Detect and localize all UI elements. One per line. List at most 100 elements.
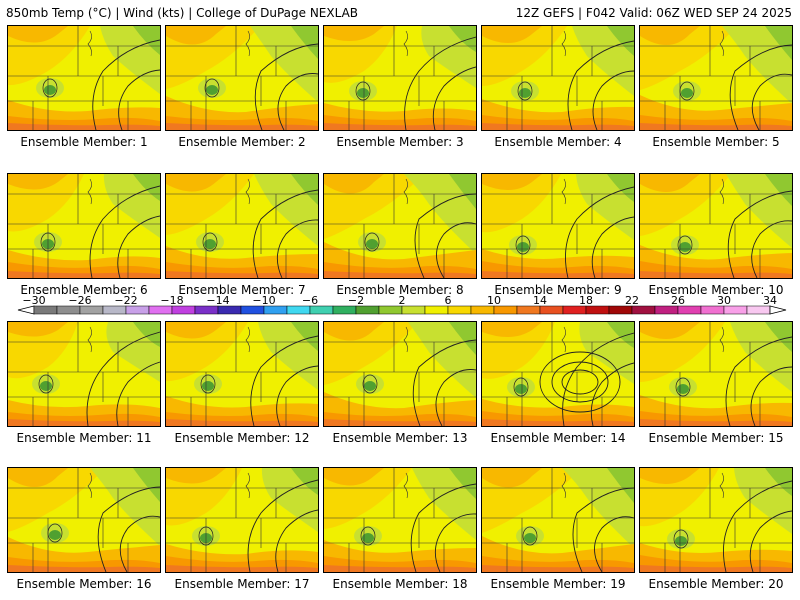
temperature-field [640,174,700,193]
member-label: Ensemble Member: 3 [336,135,464,149]
member-label: Ensemble Member: 15 [648,431,784,445]
temperature-field [324,419,476,426]
temperature-field [607,174,634,202]
temperature-field [250,26,318,102]
state-borders [640,174,792,278]
height-contours [673,480,792,572]
temperature-field [449,174,476,209]
temperature-field [100,26,160,94]
temperature-field [640,322,700,340]
colorbar-tick-label: 26 [671,296,685,307]
member-label: Ensemble Member: 2 [178,135,306,149]
temperature-field [8,322,68,337]
member-label: Ensemble Member: 8 [336,283,464,297]
ensemble-map-14 [481,321,635,427]
colorbar-swatch [608,305,633,315]
colorbar-tick-label: −6 [302,296,318,307]
river-line [403,178,408,205]
colorbar-swatch [585,305,610,315]
temperature-field [166,322,226,339]
colorbar-tick-label: −22 [114,296,137,307]
temperature-field [675,536,687,546]
temperature-field [482,271,634,278]
temperature-field [449,26,476,52]
ensemble-map-1 [7,25,161,131]
temperature-field [730,322,792,392]
temperature-field [362,533,374,543]
river-line [245,326,250,353]
temperature-field [324,468,384,486]
river-line [719,178,724,205]
temperature-field [90,468,160,546]
state-borders [8,468,160,572]
temperature-field [640,123,792,130]
state-borders [640,26,792,130]
colorbar-arrow-left [17,305,35,315]
colorbar-swatch [700,305,725,315]
temperature-field [640,468,700,485]
state-borders [324,26,476,130]
colorbar-swatch [79,305,104,315]
temperature-field [726,174,792,248]
temperature-field [40,381,52,391]
colorbar-arrow-right [769,305,787,315]
height-contours [38,331,160,426]
colorbar-swatch [286,305,311,315]
temperature-field [44,85,56,95]
colorbar-swatch [355,305,380,315]
height-contours [517,40,634,130]
ensemble-map-3 [323,25,477,131]
temperature-field [166,26,226,45]
ensemble-map-11 [7,321,161,427]
river-line [719,326,724,353]
river-line [561,178,566,205]
temperature-field [324,322,384,341]
ensemble-map-17 [165,467,319,573]
temperature-field [324,123,476,130]
temperature-colorbar: −30−26−22−18−14−10−6−2261014182226303438… [17,296,787,315]
member-label: Ensemble Member: 18 [332,577,468,591]
river-line [245,472,250,499]
colorbar-tick-label: −14 [206,296,229,307]
state-borders [482,468,634,572]
height-contours [355,36,476,130]
temperature-field [8,26,68,43]
colorbar-tick-label: 34 [763,296,777,307]
ensemble-map-12 [165,321,319,427]
member-label: Ensemble Member: 9 [494,283,622,297]
temperature-field [366,239,378,249]
height-contours [522,487,634,572]
temperature-field [206,85,218,95]
colorbar-swatch [309,305,334,315]
colorbar-tick-label: −10 [252,296,275,307]
temperature-field [324,26,384,42]
state-borders [166,322,318,426]
colorbar-tick-label: 22 [625,296,639,307]
river-line [403,472,408,499]
temperature-field [8,419,160,426]
temperature-field [524,533,536,543]
colorbar-swatch [401,305,426,315]
colorbar-swatch [447,305,472,315]
temperature-field [607,468,634,503]
member-label: Ensemble Member: 14 [490,431,626,445]
temperature-field [572,26,634,96]
temperature-field [482,26,542,44]
temperature-field [204,239,216,249]
height-contours [677,190,792,278]
colorbar-swatch [539,305,564,315]
temperature-field [8,468,68,488]
colorbar-swatch [125,305,150,315]
height-contours [515,186,634,278]
ensemble-map-19 [481,467,635,573]
temperature-field [449,322,476,355]
ensemble-map-8 [323,173,477,279]
height-contours [513,332,634,426]
temperature-field [8,271,160,278]
temperature-field [166,174,226,192]
member-label: Ensemble Member: 13 [332,431,468,445]
colorbar-tick-label: 30 [717,296,731,307]
height-contours [47,486,160,572]
colorbar-swatch [217,305,242,315]
member-label: Ensemble Member: 20 [648,577,784,591]
